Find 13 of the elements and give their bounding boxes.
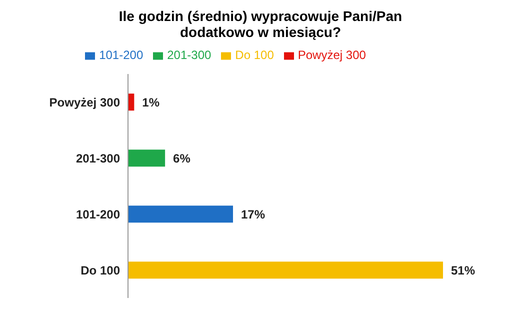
chart-title: Ile godzin (średnio) wypracowuje Pani/Pan dodatkowo w miesiącu?	[118, 8, 404, 40]
legend-label: Powyżej 300	[298, 48, 366, 62]
legend-label: 101-200	[99, 48, 144, 62]
data-label: 6%	[173, 151, 191, 166]
y-tick-label: 201-300	[76, 151, 120, 166]
legend-label: 201-300	[167, 48, 212, 62]
data-label: 51%	[451, 263, 476, 278]
y-tick-label: Powyżej 300	[49, 95, 120, 110]
legend-label: Do 100	[235, 48, 274, 62]
data-label: 1%	[142, 95, 160, 110]
y-tick-label: 101-200	[76, 207, 120, 222]
data-label: 17%	[241, 207, 266, 222]
y-tick-label: Do 100	[80, 263, 120, 278]
